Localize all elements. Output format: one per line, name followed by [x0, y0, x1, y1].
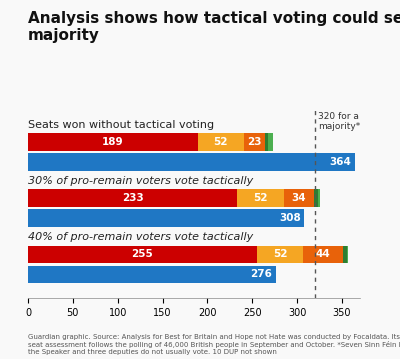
Bar — [28, 153, 355, 171]
Bar — [314, 190, 318, 207]
Bar — [346, 246, 348, 263]
Bar — [28, 133, 198, 151]
Text: 364: 364 — [329, 157, 351, 167]
Text: 233: 233 — [122, 193, 144, 203]
Bar — [28, 209, 304, 227]
Text: 308: 308 — [279, 213, 301, 223]
Text: 34: 34 — [292, 193, 306, 203]
Text: Seats won without tactical voting: Seats won without tactical voting — [28, 120, 214, 130]
Bar — [304, 246, 343, 263]
Bar — [244, 133, 265, 151]
Bar — [318, 190, 320, 207]
Text: 255: 255 — [132, 249, 153, 259]
Text: 52: 52 — [273, 249, 287, 259]
Text: 40% of pro-remain voters vote tactically: 40% of pro-remain voters vote tactically — [28, 232, 253, 242]
Bar — [343, 246, 346, 263]
Text: Analysis shows how tactical voting could secure a remainer
majority: Analysis shows how tactical voting could… — [28, 11, 400, 43]
Text: 276: 276 — [250, 269, 272, 279]
Text: 44: 44 — [316, 249, 330, 259]
Bar — [237, 190, 284, 207]
Text: Guardian graphic. Source: Analysis for Best for Britain and Hope not Hate was co: Guardian graphic. Source: Analysis for B… — [28, 334, 400, 355]
Bar — [257, 246, 304, 263]
Text: 23: 23 — [247, 137, 262, 147]
Text: 52: 52 — [214, 137, 228, 147]
Bar — [28, 190, 237, 207]
Bar — [284, 190, 314, 207]
Text: 30% of pro-remain voters vote tactically: 30% of pro-remain voters vote tactically — [28, 176, 253, 186]
Bar — [28, 266, 276, 283]
Bar — [268, 133, 273, 151]
Text: 52: 52 — [253, 193, 268, 203]
Bar — [28, 246, 257, 263]
Text: 189: 189 — [102, 137, 124, 147]
Bar — [265, 133, 268, 151]
Text: 320 for a
majority*: 320 for a majority* — [318, 112, 360, 131]
Bar — [198, 133, 244, 151]
